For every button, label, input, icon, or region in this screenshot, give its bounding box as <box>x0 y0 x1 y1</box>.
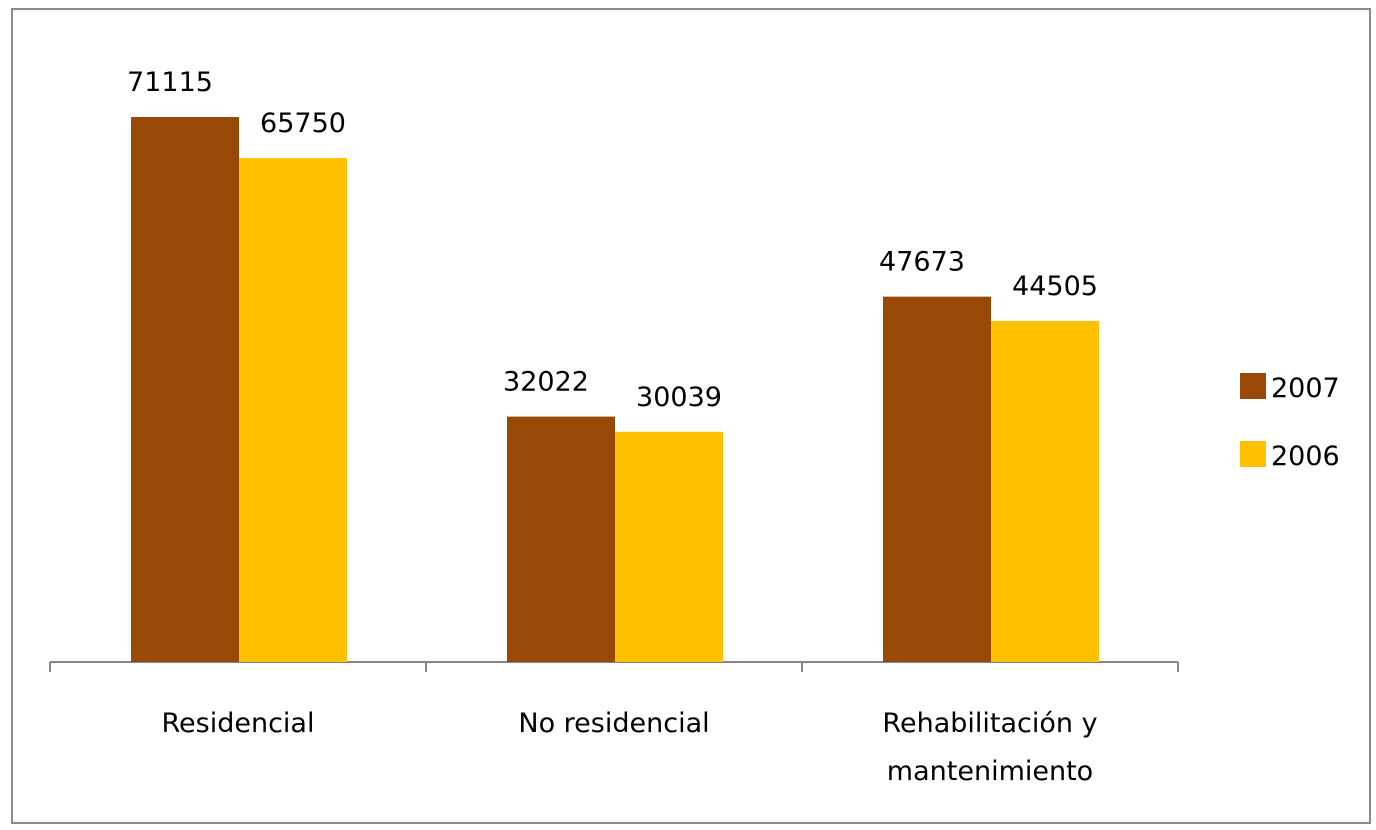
category-label-2: mantenimiento <box>887 756 1093 787</box>
data-label-2007-1: 32022 <box>503 367 589 398</box>
data-label-2007-2: 47673 <box>879 247 965 278</box>
bar-2006-2 <box>991 320 1099 662</box>
bar-2007-2 <box>883 296 991 662</box>
category-label-0: Residencial <box>162 708 315 739</box>
legend-label-2007: 2007 <box>1271 373 1340 404</box>
bar-2006-0 <box>239 158 347 662</box>
legend-swatch-2006 <box>1240 441 1266 467</box>
legend-label-2006: 2006 <box>1271 441 1340 472</box>
data-label-2006-1: 30039 <box>636 382 722 413</box>
legend-swatch-2007 <box>1240 373 1266 399</box>
data-label-2006-2: 44505 <box>1012 271 1098 302</box>
data-label-2006-0: 65750 <box>260 108 346 139</box>
bar-2007-0 <box>131 117 239 662</box>
data-label-2007-0: 71115 <box>127 67 213 98</box>
category-label-1: No residencial <box>518 708 709 739</box>
bar-2006-1 <box>615 431 723 662</box>
bar-2007-1 <box>507 416 615 662</box>
category-label-2: Rehabilitación y <box>882 708 1097 739</box>
